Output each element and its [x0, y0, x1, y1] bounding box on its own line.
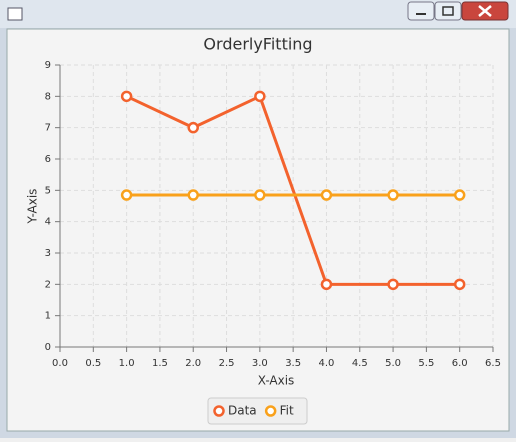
chart-title: OrderlyFitting	[203, 35, 312, 54]
plot: 0 1 2 3 4 5 6 7 8 9 0.0 0.5 1.0 1.5 2.0 2.5 3.0 3.5 4.0 4.5…	[45, 60, 501, 369]
y-axis-label: Y-Axis	[26, 189, 40, 225]
x-axis-label: X-Axis	[258, 374, 295, 388]
x-tick-label: 2.5	[219, 358, 235, 369]
point	[387, 278, 399, 291]
x-tick-label: 3.5	[285, 358, 301, 369]
x-tick-label: 0.5	[85, 358, 101, 369]
point	[254, 90, 266, 103]
point	[187, 121, 199, 134]
maximize-button[interactable]	[434, 1, 462, 21]
point	[254, 189, 266, 201]
y-tick-label: 7	[45, 123, 51, 134]
window-icon	[7, 7, 23, 21]
point	[320, 278, 333, 291]
y-tick-label: 8	[45, 91, 51, 102]
x-tick-label: 6.5	[485, 358, 501, 369]
point	[453, 189, 466, 201]
x-tick-label: 2.0	[185, 358, 201, 369]
x-tick-label: 4.5	[352, 358, 368, 369]
series-line	[125, 94, 460, 286]
y-tick-label: 1	[45, 311, 51, 322]
x-tick-label: 3.0	[252, 358, 268, 369]
legend-marker	[213, 405, 225, 417]
y-tick-label: 0	[45, 342, 51, 353]
x-tick-label: 1.0	[119, 358, 135, 369]
point	[120, 90, 133, 103]
minimize-button[interactable]	[407, 1, 435, 21]
x-tick-label: 4.0	[319, 358, 335, 369]
point	[320, 189, 333, 201]
point	[187, 189, 199, 201]
y-tick-label: 6	[45, 154, 51, 165]
legend	[207, 397, 308, 425]
y-tick-label: 5	[45, 185, 51, 196]
legend-label: Data	[228, 404, 257, 418]
x-tick-label: 5.5	[418, 358, 434, 369]
x-tick-label: 5.0	[385, 358, 401, 369]
plot-background	[60, 65, 493, 347]
x-tick-label: 0.0	[52, 358, 68, 369]
y-tick-label: 3	[45, 248, 51, 259]
point	[387, 189, 399, 201]
legend-marker	[264, 405, 277, 417]
x-tick-label: 1.5	[152, 358, 168, 369]
y-tick-label: 2	[45, 279, 51, 290]
x-tick-label: 6.0	[452, 358, 468, 369]
point	[120, 189, 133, 201]
y-tick-label: 4	[45, 217, 51, 228]
y-tick-label: 9	[45, 60, 51, 71]
legend-label: Fit	[280, 404, 294, 418]
point	[453, 278, 466, 291]
close-icon	[478, 5, 492, 17]
maximize-icon	[442, 6, 454, 16]
